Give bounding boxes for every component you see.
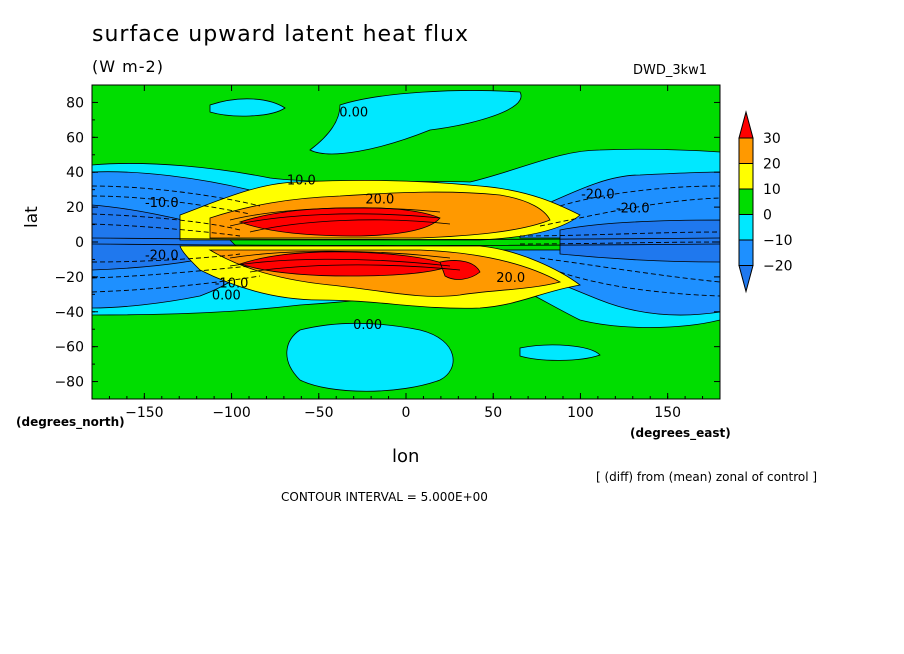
contour-label: -20.0 [616, 201, 650, 216]
contour-label: 20.0 [365, 193, 394, 208]
x-axis-ticks: −150 −100 −50 0 50 100 150 [108, 85, 704, 421]
colorbar-label: −20 [763, 259, 793, 275]
colorbar-label: −10 [763, 233, 793, 249]
y-axis-units: (degrees_north) [16, 415, 125, 429]
dashed-contours [92, 185, 720, 297]
contour-label: -20.0 [581, 187, 615, 202]
x-tick-label: −50 [304, 405, 334, 421]
chart-title: surface upward latent heat flux [92, 22, 470, 47]
x-tick-label: 150 [654, 405, 681, 421]
y-tick-label: −60 [54, 340, 84, 356]
y-tick-label: 0 [75, 235, 84, 251]
solid-contours [92, 207, 720, 273]
colorbar-segment [738, 188, 754, 215]
y-tick-label: −80 [54, 375, 84, 391]
colorbar-segment [738, 163, 754, 190]
y-tick-label: 40 [66, 165, 84, 181]
filled-contours [92, 85, 720, 399]
x-tick-label: 100 [567, 405, 594, 421]
arctic-patch-1 [209, 98, 286, 117]
contour-label: 0.00 [212, 289, 241, 304]
colorbar-top-arrow [738, 110, 754, 139]
diff-note: [ (diff) from (mean) zonal of control ] [596, 470, 818, 484]
contour-label: 20.0 [496, 271, 525, 286]
colorbar-segment [738, 239, 754, 266]
colorbar-segment [738, 214, 754, 241]
antarctic-patch [286, 322, 454, 392]
y-axis-label: lat [22, 206, 42, 228]
y-axis-ticks: 80 60 40 20 0 −20 −40 −60 −80 [54, 95, 720, 391]
colorbar-segment [738, 137, 754, 164]
contour-label: 10.0 [287, 173, 316, 188]
contour-label: 0.00 [339, 105, 368, 120]
y-tick-label: −40 [54, 305, 84, 321]
arctic-patch-2 [309, 90, 522, 155]
contour-label: -10.0 [145, 196, 179, 211]
x-tick-label: 50 [484, 405, 502, 421]
y-tick-label: 80 [66, 95, 84, 111]
y-tick-label: −20 [54, 270, 84, 286]
x-tick-label: −150 [125, 405, 163, 421]
contour-label: -20.0 [145, 248, 179, 263]
colorbar-label: 10 [763, 182, 781, 198]
run-id-label: DWD_3kw1 [633, 63, 708, 78]
colorbar: 30 20 10 0 −10 −20 [738, 110, 793, 294]
contour-interval-label: CONTOUR INTERVAL = 5.000E+00 [281, 490, 488, 504]
colorbar-label: 30 [763, 131, 781, 147]
x-axis-units: (degrees_east) [630, 426, 731, 440]
chart-units: (W m-2) [92, 57, 164, 76]
colorbar-label: 0 [763, 208, 772, 224]
x-tick-label: −100 [212, 405, 250, 421]
colorbar-label: 20 [763, 157, 781, 173]
y-tick-label: 20 [66, 200, 84, 216]
y-tick-label: 60 [66, 130, 84, 146]
antarctic-patch-small [519, 344, 601, 361]
x-axis-label: lon [392, 446, 420, 467]
contour-label: 0.00 [353, 318, 382, 333]
x-tick-label: 0 [402, 405, 411, 421]
deep-negative-east [559, 219, 720, 263]
contour-label: -10.0 [215, 276, 249, 291]
colorbar-bottom-arrow [738, 265, 754, 294]
